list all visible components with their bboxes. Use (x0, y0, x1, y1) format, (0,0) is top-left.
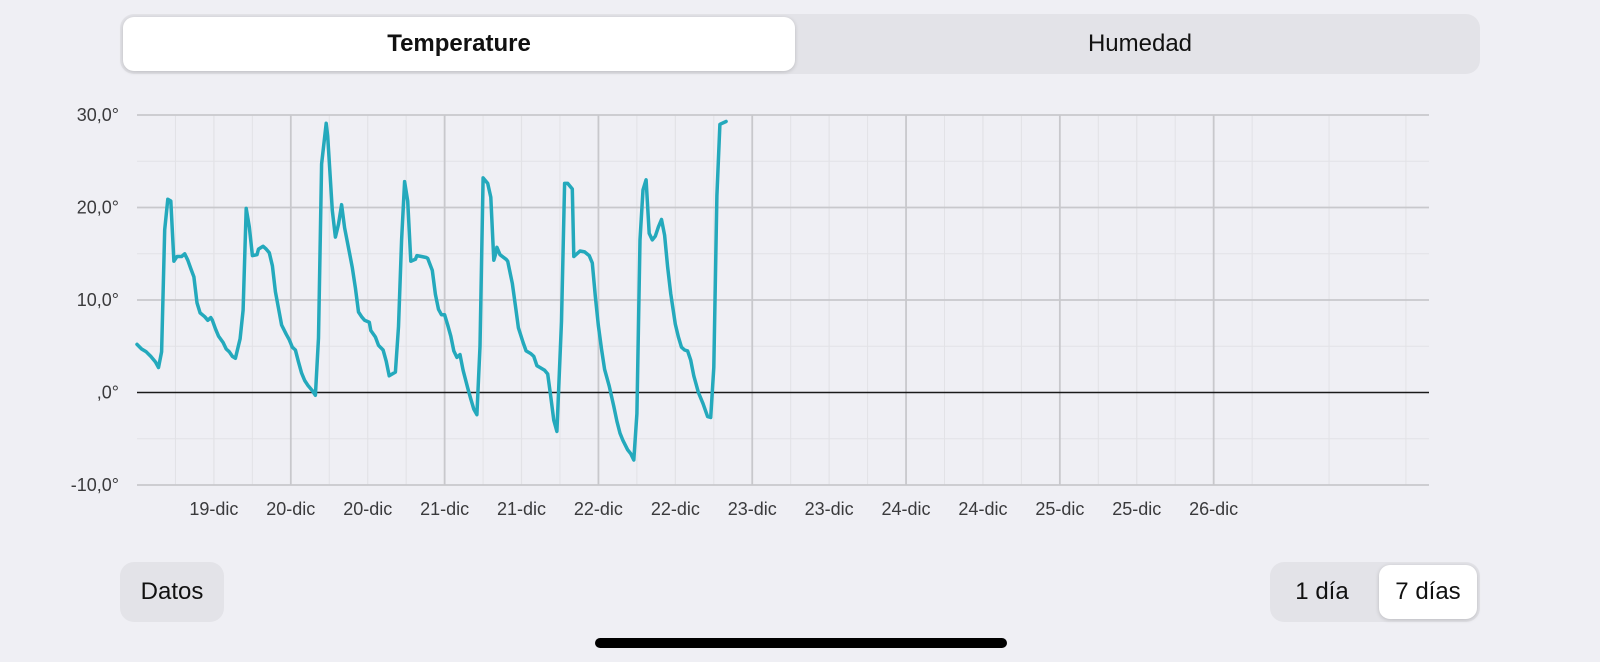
temperature-line-chart: 30,0° 20,0° 10,0° ,0° -10,0° 19-dic 20-dic 20-… (71, 105, 1429, 519)
x-tick-label: 20-dic (343, 499, 392, 519)
x-tick-label: 24-dic (882, 499, 931, 519)
y-tick-label: ,0° (97, 383, 119, 403)
y-tick-label: 20,0° (77, 198, 119, 218)
x-tick-label: 22-dic (574, 499, 623, 519)
x-tick-label: 19-dic (189, 499, 238, 519)
x-tick-label: 20-dic (266, 499, 315, 519)
x-tick-label: 25-dic (1112, 499, 1161, 519)
y-axis-labels: 30,0° 20,0° 10,0° ,0° -10,0° (71, 105, 119, 495)
y-tick-label: 10,0° (77, 290, 119, 310)
range-7-dias[interactable]: 7 días (1379, 565, 1477, 619)
x-tick-label: 26-dic (1189, 499, 1238, 519)
x-axis-labels: 19-dic 20-dic 20-dic 21-dic 21-dic 22-dic 22-d… (189, 499, 1238, 519)
x-tick-label: 24-dic (958, 499, 1007, 519)
x-tick-label: 25-dic (1035, 499, 1084, 519)
home-indicator (595, 638, 1007, 648)
major-grid (137, 114, 1429, 486)
x-tick-label: 21-dic (497, 499, 546, 519)
range-1-dia[interactable]: 1 día (1295, 578, 1349, 605)
y-tick-label: -10,0° (71, 475, 119, 495)
range-segmented-control: 1 día 7 días (1270, 562, 1480, 622)
x-tick-label: 21-dic (420, 499, 469, 519)
temperature-series-line (135, 119, 728, 462)
y-tick-label: 30,0° (77, 105, 119, 125)
datos-button[interactable]: Datos (120, 562, 224, 622)
tab-temperature[interactable]: Temperature (123, 17, 795, 71)
x-tick-label: 23-dic (805, 499, 854, 519)
metric-segmented-control: Temperature Humedad (120, 14, 1480, 74)
tab-humedad[interactable]: Humedad (1087, 30, 1193, 57)
x-tick-label: 22-dic (651, 499, 700, 519)
x-tick-label: 23-dic (728, 499, 777, 519)
